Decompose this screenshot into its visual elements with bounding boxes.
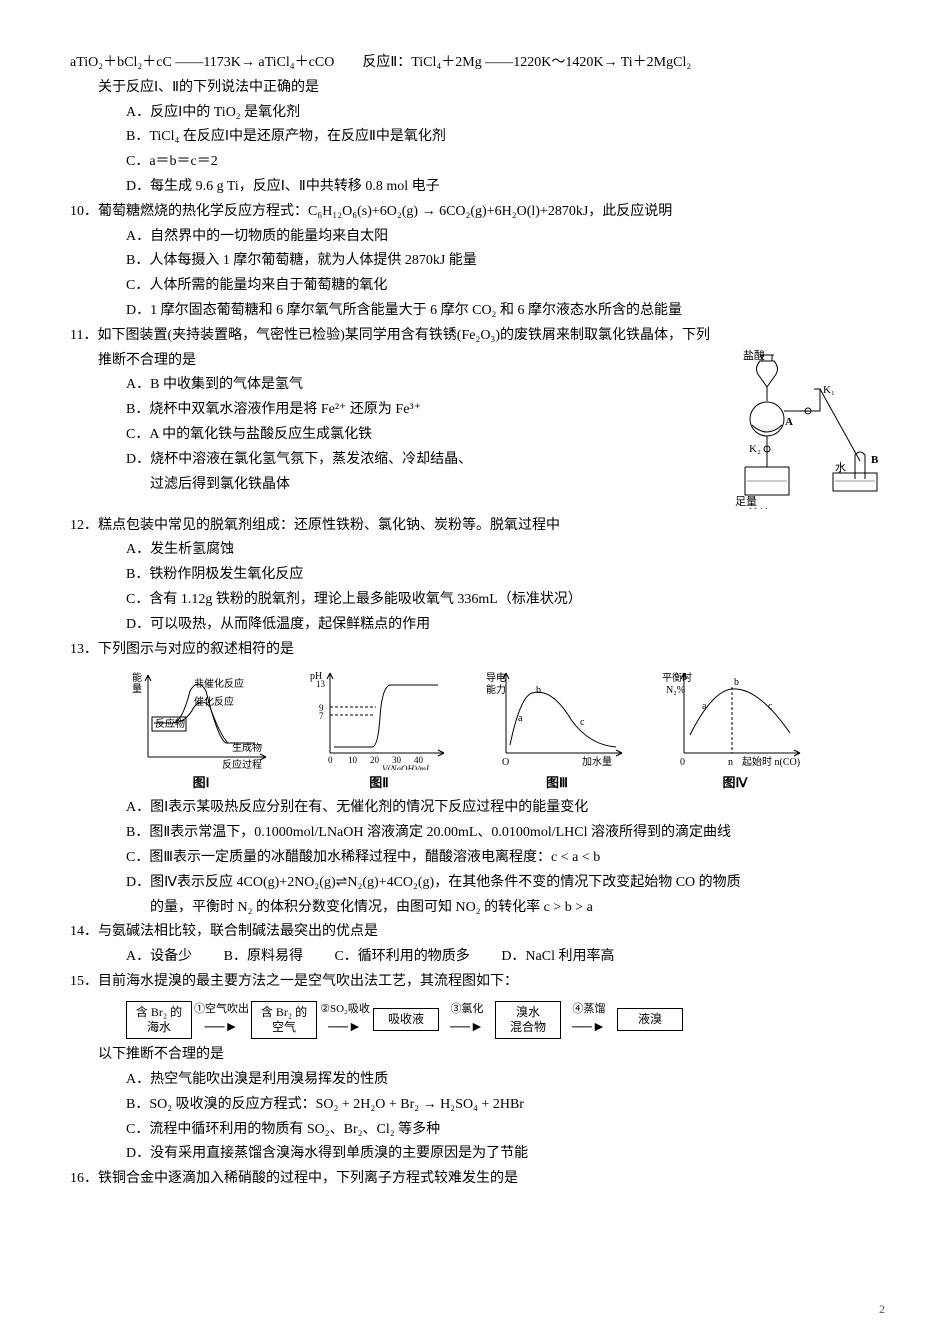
label-b: B [871,454,879,466]
svg-text:非催化反应: 非催化反应 [194,677,244,690]
svg-text:a: a [518,713,523,724]
q14-opt-b: B．原料易得 [224,949,303,964]
svg-text:b: b [536,685,541,696]
q12-stem: 12．糕点包装中常见的脱氧剂组成：还原性铁粉、氯化钠、炭粉等。脱氧过程中 [70,514,885,538]
chart-4: 平衡时 N₂% a b c 0 n 起始时 n(CO) 图Ⅳ [660,665,810,794]
svg-text:0: 0 [680,757,685,768]
chart-4-label: 图Ⅳ [660,772,810,794]
q9-opt-d: D．每生成 9.6 g Ti，反应Ⅰ、Ⅱ中共转移 0.8 mol 电子 [70,175,885,199]
svg-text:能: 能 [132,671,142,684]
flow-arrow-2: ②SO₂吸收──► [319,1000,371,1039]
q15-flow: 含 Br₂ 的 海水 ①空气吹出──► 含 Br₂ 的 空气 ②SO₂吸收──►… [70,1000,885,1039]
q15-opt-a: A．热空气能吹出溴是利用溴易挥发的性质 [70,1068,885,1092]
q10-opt-b: B．人体每摄入 1 摩尔葡萄糖，就为人体提供 2870kJ 能量 [70,249,885,273]
svg-text:n: n [728,757,733,768]
svg-text:导电: 导电 [486,671,506,684]
q13-stem: 13．下列图示与对应的叙述相符的是 [70,638,885,662]
q10-opt-a: A．自然界中的一切物质的能量均来自太阳 [70,225,885,249]
svg-text:起始时 n(CO): 起始时 n(CO) [742,755,800,768]
q13-charts: 能量 非催化反应 催化反应 反应物 生成物 反应过程 图Ⅰ pH 13 9 7 … [70,665,885,794]
flow-box-3: 吸收液 [373,1008,439,1031]
svg-text:能力: 能力 [486,683,506,696]
q13-opt-a: A．图Ⅰ表示某吸热反应分别在有、无催化剂的情况下反应过程中的能量变化 [70,796,885,820]
svg-text:加水量: 加水量 [582,756,612,768]
q9-equation: aTiO₂＋bCl₂＋cC ——1173K→ aTiCl₄＋cCO 反应Ⅱ：Ti… [70,51,885,75]
flow-arrow-3: ③氯化──► [441,1000,493,1039]
q14-stem: 14．与氨碱法相比较，联合制碱法最突出的优点是 [70,920,885,944]
label-h2o2-1: 足量 [735,495,757,508]
q12-opt-c: C．含有 1.12g 铁粉的脱氧剂，理论上最多能吸收氧气 336mL（标准状况） [70,588,885,612]
svg-text:0: 0 [328,755,333,765]
q13-opt-b: B．图Ⅱ表示常温下，0.1000mol/LNaOH 溶液滴定 20.00mL、0… [70,821,885,845]
q10-stem: 10．葡萄糖燃烧的热化学反应方程式：C₆H₁₂O₆(s)+6O₂(g) → 6C… [70,200,885,224]
svg-text:O: O [502,757,509,768]
svg-text:反应物: 反应物 [155,717,185,730]
label-k1: K₁ [823,384,835,396]
svg-text:c: c [580,717,585,728]
q11-stem-1: 11．如下图装置(夹持装置略，气密性已检验)某同学用含有铁锈(Fe₂O₃)的废铁… [70,324,885,348]
chart-1-label: 图Ⅰ [126,772,276,794]
svg-text:10: 10 [348,755,358,765]
label-water: 水 [835,461,846,474]
svg-text:平衡时: 平衡时 [662,672,692,684]
svg-text:反应过程: 反应过程 [222,758,262,770]
svg-text:7: 7 [319,711,324,721]
svg-text:量: 量 [132,683,142,695]
flow-arrow-4: ④蒸馏──► [563,1000,615,1039]
q15-stem: 15．目前海水提溴的最主要方法之一是空气吹出法工艺，其流程图如下： [70,970,885,994]
q15-opt-b: B．SO₂ 吸收溴的反应方程式：SO₂ + 2H₂O + Br₂ → H₂SO₄… [70,1093,885,1117]
svg-text:生成物: 生成物 [232,741,262,754]
flow-box-4: 溴水 混合物 [495,1001,561,1039]
svg-text:c: c [768,701,773,712]
chart-2: pH 13 9 7 0 10 20 30 40 V(NaOH)/mL 图Ⅱ [304,665,454,794]
svg-text:20: 20 [370,755,380,765]
q15-tail: 以下推断不合理的是 [70,1043,885,1067]
q12-opt-d: D．可以吸热，从而降低温度，起保鲜糕点的作用 [70,613,885,637]
chart-1: 能量 非催化反应 催化反应 反应物 生成物 反应过程 图Ⅰ [126,665,276,794]
svg-text:13: 13 [316,679,326,689]
svg-text:V(NaOH)/mL: V(NaOH)/mL [382,764,431,770]
flow-box-1: 含 Br₂ 的 海水 [126,1001,192,1039]
svg-text:N₂%: N₂% [666,685,685,696]
q9-opt-a: A．反应Ⅰ中的 TiO₂ 是氧化剂 [70,101,885,125]
label-k2: K₂ [749,443,761,455]
q14-opts: A．设备少 B．原料易得 C．循环利用的物质多 D．NaCl 利用率高 [70,945,885,969]
chart-3: 导电 能力 a b c O 加水量 图Ⅲ [482,665,632,794]
flow-box-2: 含 Br₂ 的 空气 [251,1001,317,1039]
label-a: A [785,416,793,428]
q9-opt-c: C．a＝b＝c＝2 [70,150,885,174]
chart-2-label: 图Ⅱ [304,772,454,794]
svg-text:a: a [702,701,707,712]
svg-text:b: b [734,677,739,688]
q9-opt-b: B．TiCl₄ 在反应Ⅰ中是还原产物，在反应Ⅱ中是氧化剂 [70,125,885,149]
flow-box-5: 液溴 [617,1008,683,1031]
flow-arrow-1: ①空气吹出──► [194,1000,249,1039]
q15-opt-c: C．流程中循环利用的物质有 SO₂、Br₂、Cl₂ 等多种 [70,1118,885,1142]
chart-3-label: 图Ⅲ [482,772,632,794]
q13-opt-d2: 的量，平衡时 N₂ 的体积分数变化情况，由图可知 NO₂ 的转化率 c > b … [70,896,885,920]
q13-opt-c: C．图Ⅲ表示一定质量的冰醋酸加水稀释过程中，醋酸溶液电离程度：c < a < b [70,846,885,870]
q13-opt-d1: D．图Ⅳ表示反应 4CO(g)+2NO₂(g)⇌N₂(g)+4CO₂(g)，在其… [70,871,885,895]
q14-opt-a: A．设备少 [126,949,192,964]
q12-opt-b: B．铁粉作阴极发生氧化反应 [70,563,885,587]
q14-opt-c: C．循环利用的物质多 [334,949,469,964]
q10-opt-d: D．1 摩尔固态葡萄糖和 6 摩尔氧气所含能量大于 6 摩尔 CO₂ 和 6 摩… [70,299,885,323]
q12-opt-a: A．发生析氢腐蚀 [70,538,885,562]
q15-opt-d: D．没有采用直接蒸馏含溴海水得到单质溴的主要原因是为了节能 [70,1142,885,1166]
q10-opt-c: C．人体所需的能量均来自于葡萄糖的氧化 [70,274,885,298]
page-number: 2 [879,1299,885,1319]
q9-stem: 关于反应Ⅰ、Ⅱ的下列说法中正确的是 [70,76,885,100]
svg-text:催化反应: 催化反应 [194,695,234,708]
label-hcl: 盐酸 [743,349,765,362]
q16-stem: 16．铁铜合金中逐滴加入稀硝酸的过程中，下列离子方程式较难发生的是 [70,1167,885,1191]
q14-opt-d: D．NaCl 利用率高 [501,949,614,964]
apparatus-diagram: 盐酸 K₁ K₂ A B 水 足量 H₂O₂溶液 [705,349,885,509]
